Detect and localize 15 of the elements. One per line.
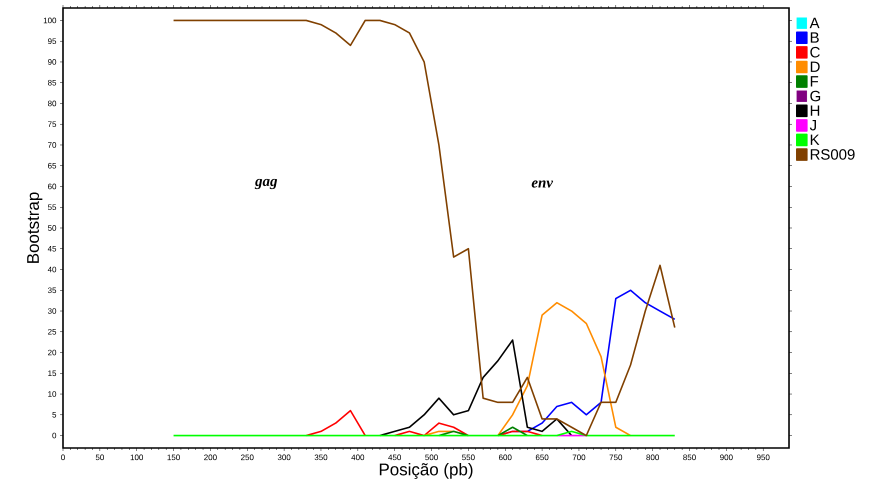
legend-label: D (810, 62, 820, 72)
y-axis-title: Bootstrap (27, 192, 42, 263)
x-axis-title: Posição (pb) (380, 463, 472, 479)
legend-label: G (810, 90, 820, 102)
legend-label: K (810, 134, 820, 145)
annotation: gag (254, 178, 278, 190)
legend-label: H (810, 105, 820, 116)
legend-label: C (810, 46, 820, 58)
legend-label: RS009 (810, 149, 855, 160)
legend-label: J (810, 120, 816, 130)
line-series (379, 339, 572, 436)
annotation: env (532, 180, 554, 188)
legend-label: A (810, 18, 820, 28)
legend-label: F (810, 76, 818, 86)
legend-label: B (810, 32, 819, 43)
